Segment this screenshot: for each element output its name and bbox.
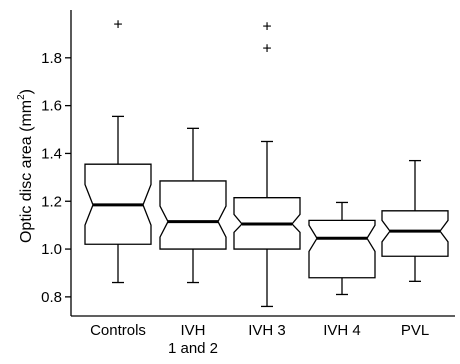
x-tick-label-0: Controls [90,322,146,339]
y-axis-title: Optic disc area (mm2) [16,89,35,243]
y-axis-title-main: Optic disc area (mm [18,100,35,243]
x-tick-label-1: IVH [180,322,205,339]
x-tick-label-3: IVH 4 [323,322,361,339]
box-1 [159,127,227,284]
y-axis-title-end: ) [18,89,35,94]
outlier-0-0: + [113,16,122,33]
x-tick-label-2: IVH 3 [248,322,286,339]
y-tick-label-1: 1.0 [41,241,62,258]
box-4 [381,159,449,282]
outlier-2-0: + [262,40,271,57]
box-2: ++ [233,19,301,308]
box-body-1 [159,180,227,250]
box-0: + [84,16,152,284]
y-tick-label-3: 1.4 [41,145,62,162]
box-body-4 [381,210,449,257]
box-3 [308,201,376,296]
boxes: +++ [84,16,449,308]
y-tick-label-2: 1.2 [41,193,62,210]
y-tick-label-0: 0.8 [41,289,62,306]
y-tick-label-4: 1.6 [41,98,62,115]
y-axis-title-superscript: 2 [16,94,27,100]
y-ticks: 0.8 1.0 1.2 1.4 1.6 1.8 [41,50,71,306]
box-body-3 [308,219,376,279]
x-tick-label-1-line-1: 1 and 2 [168,340,218,357]
outlier-2-1: + [262,19,271,36]
x-tick-label-4: PVL [401,322,429,339]
y-tick-label-5: 1.8 [41,50,62,67]
